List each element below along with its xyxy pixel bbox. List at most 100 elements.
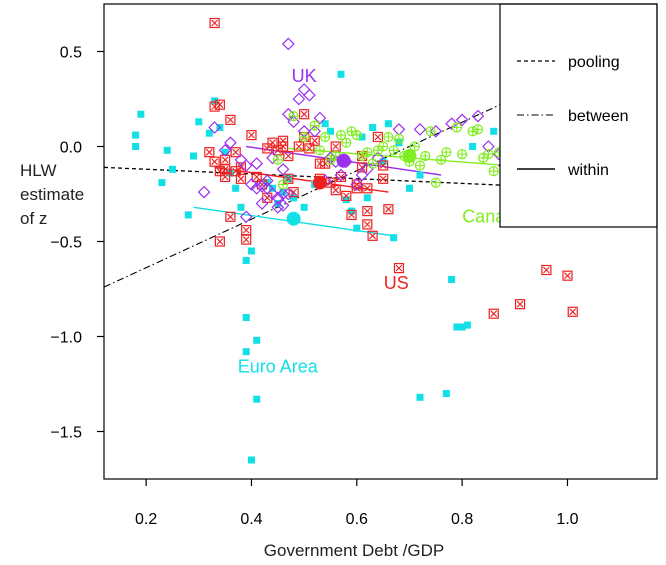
y-tick-label: −0.5 (50, 235, 82, 252)
y-axis-title-line: of z (20, 209, 47, 228)
point-us (362, 206, 373, 217)
mean-canada (402, 149, 417, 163)
point-mark (321, 120, 329, 128)
point-mark (490, 127, 498, 135)
legend: pooling between within (499, 3, 658, 228)
point-mark (224, 136, 237, 150)
point-mark (358, 133, 366, 141)
point-cross (564, 272, 571, 280)
point-us (267, 137, 278, 148)
point-euro-area (226, 169, 234, 177)
point-canada (457, 149, 468, 160)
point-mark (214, 236, 225, 247)
point-mark (197, 185, 211, 199)
point-mark (471, 109, 485, 123)
point-us (277, 141, 289, 152)
point-us (320, 158, 331, 169)
point-uk (208, 121, 221, 134)
point-euro-area (463, 321, 471, 329)
point-mark (132, 131, 140, 139)
point-canada (383, 131, 394, 143)
point-canada (299, 131, 310, 143)
point-us (225, 114, 236, 126)
point-euro-area (348, 207, 356, 215)
y-axis-title: HLW estimate of z (20, 161, 84, 228)
point-mark (230, 147, 241, 158)
point-mark (326, 127, 334, 135)
point-uk (255, 197, 269, 210)
point-mark (390, 234, 398, 242)
point-mark (283, 173, 294, 184)
point-euro-area (195, 118, 203, 126)
point-mark (279, 188, 287, 196)
point-cross (516, 300, 524, 308)
point-mark (351, 183, 362, 194)
point-euro-area (242, 348, 250, 356)
point-mark (372, 131, 383, 143)
point-canada (467, 126, 478, 137)
point-euro-area (132, 143, 140, 150)
point-cross (205, 148, 213, 156)
point-euro-area (416, 393, 424, 401)
x-tick-label: 0.8 (451, 511, 473, 528)
point-mark (562, 270, 573, 281)
point-us (220, 171, 231, 182)
point-canada (430, 177, 441, 188)
point-uk (276, 162, 290, 176)
point-us (393, 263, 405, 274)
point-uk (471, 109, 485, 123)
point-mark (341, 190, 352, 201)
point-uk (445, 117, 458, 131)
point-euro-area (390, 234, 398, 242)
point-mark (190, 152, 198, 160)
point-euro-area (469, 143, 477, 150)
point-mark (246, 130, 257, 141)
point-cross (221, 156, 229, 164)
point-mark (281, 37, 295, 51)
point-us (204, 147, 215, 158)
point-canada (472, 124, 484, 135)
point-mark (235, 162, 247, 173)
point-us (356, 162, 368, 173)
point-us (346, 209, 357, 220)
point-us (567, 306, 578, 317)
point-us (235, 173, 247, 184)
point-mark (356, 162, 368, 173)
point-canada (414, 160, 426, 171)
point-mark (379, 158, 387, 166)
pooling-line (104, 166, 657, 193)
point-mark (271, 191, 285, 205)
point-mark (251, 171, 262, 182)
point-euro-area (448, 276, 456, 283)
point-mark (567, 306, 578, 317)
point-mark (271, 200, 285, 214)
point-cross (279, 137, 287, 145)
point-cross (237, 164, 245, 171)
point-uk (276, 199, 290, 212)
point-cross (306, 145, 313, 152)
point-mark (235, 173, 247, 184)
point-mark (226, 169, 234, 177)
point-canada (425, 126, 436, 137)
point-cross (410, 142, 420, 151)
point-cross (395, 264, 403, 272)
point-mark (208, 121, 221, 134)
point-mark (163, 146, 171, 154)
x-axis: 0.2 0.4 0.6 0.8 1.0 (135, 479, 579, 528)
point-mark (384, 120, 392, 128)
point-canada (372, 145, 383, 156)
point-mark (362, 219, 373, 230)
point-cross (232, 167, 240, 175)
y-axis-title-line: estimate (20, 185, 84, 204)
point-uk (234, 153, 248, 167)
point-mark (392, 123, 406, 136)
point-uk (197, 185, 211, 199)
point-us (262, 143, 273, 154)
point-cross (379, 175, 387, 183)
y-tick-label: 0.0 (60, 140, 82, 157)
point-mark (348, 207, 356, 215)
point-cross (221, 173, 229, 181)
point-us (362, 183, 373, 194)
point-mark (287, 115, 300, 129)
